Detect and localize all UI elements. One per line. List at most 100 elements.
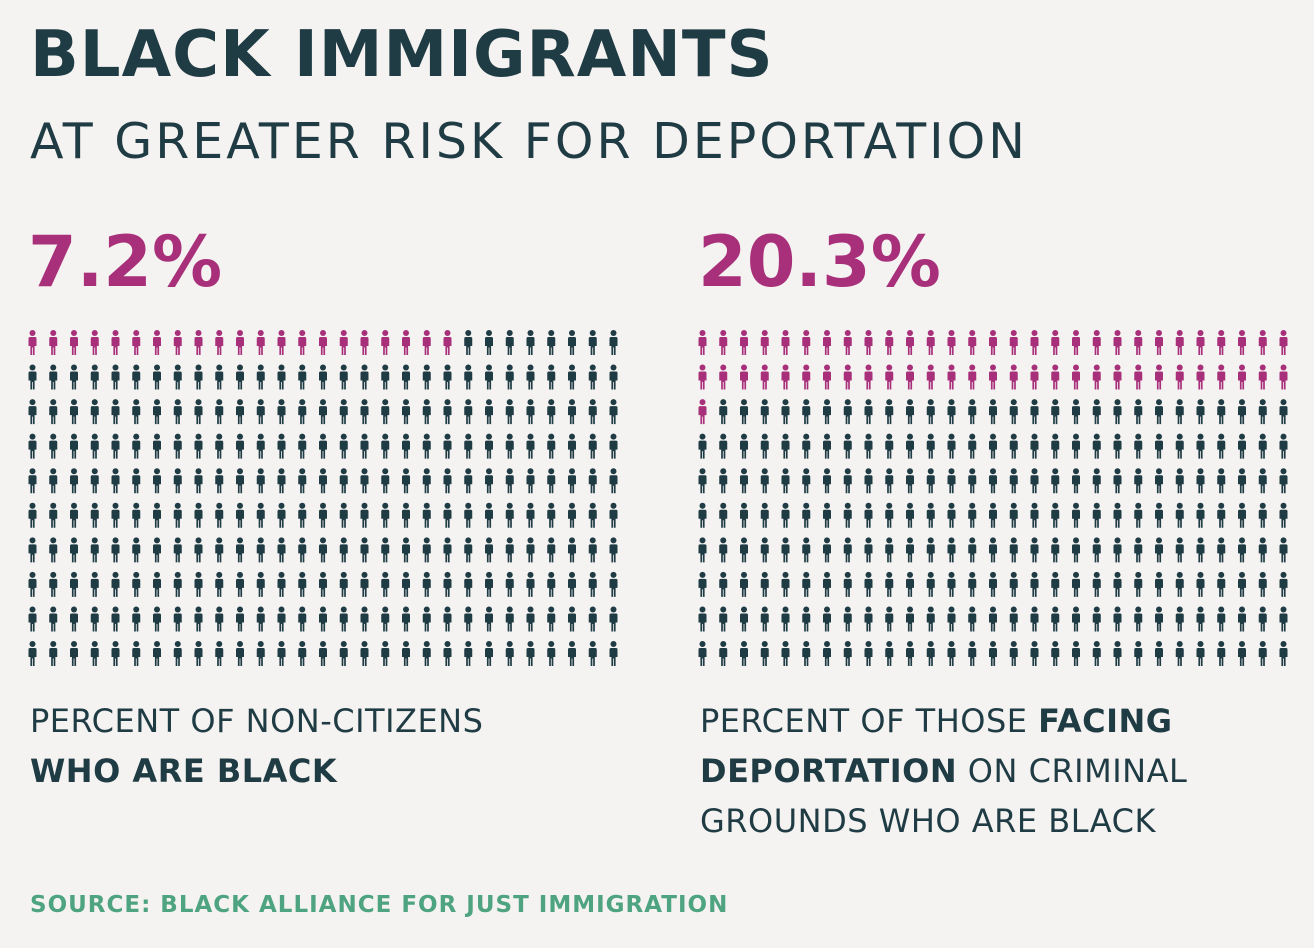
person-icon [277, 641, 286, 666]
person-icon [526, 433, 535, 459]
person-icon [547, 571, 556, 597]
person-icon [132, 330, 141, 355]
person-icon [740, 468, 748, 494]
person-icon [70, 364, 78, 390]
person-icon [698, 537, 707, 563]
person-icon [609, 571, 618, 597]
person-icon [485, 364, 493, 390]
person-icon [360, 606, 369, 632]
person-icon [802, 399, 811, 425]
person-icon [1051, 571, 1060, 597]
person-icon [526, 571, 535, 597]
person-icon [864, 399, 873, 425]
person-icon [781, 364, 790, 390]
person-icon [1072, 537, 1080, 563]
person-icon [1009, 502, 1018, 528]
person-icon [1279, 571, 1288, 597]
person-icon [132, 468, 141, 494]
person-icon [926, 330, 935, 355]
person-icon [968, 571, 977, 597]
person-icon [588, 502, 597, 528]
person-icon [360, 571, 369, 597]
person-icon [28, 571, 37, 597]
person-icon [70, 537, 78, 563]
person-icon [1072, 468, 1080, 494]
person-icon [153, 468, 161, 494]
person-icon [194, 433, 203, 459]
person-icon [1155, 502, 1163, 528]
person-icon [1134, 502, 1143, 528]
person-icon [1009, 537, 1018, 563]
person-icon [823, 641, 831, 666]
person-icon [194, 502, 203, 528]
person-icon [49, 641, 58, 666]
person-icon [1196, 537, 1205, 563]
person-icon [1238, 433, 1246, 459]
person-icon [298, 641, 307, 666]
person-icon [843, 606, 852, 632]
person-icon [843, 399, 852, 425]
person-icon [1175, 502, 1184, 528]
person-icon [132, 433, 141, 459]
person-icon [277, 399, 286, 425]
person-icon [236, 433, 244, 459]
person-icon [236, 468, 244, 494]
person-icon [1009, 399, 1018, 425]
person-icon [256, 537, 265, 563]
person-icon [111, 502, 120, 528]
person-icon [298, 537, 307, 563]
person-icon [1092, 606, 1101, 632]
person-icon [1196, 606, 1205, 632]
person-icon [49, 399, 58, 425]
source-credit: SOURCE: BLACK ALLIANCE FOR JUST IMMIGRAT… [30, 892, 729, 918]
person-icon [719, 399, 728, 425]
person-icon [381, 606, 390, 632]
person-icon [1279, 364, 1288, 390]
person-icon [464, 571, 473, 597]
person-icon [843, 502, 852, 528]
person-icon [568, 606, 576, 632]
person-icon [464, 468, 473, 494]
person-icon [547, 433, 556, 459]
person-icon [381, 641, 390, 666]
person-icon [1217, 606, 1226, 632]
person-icon [823, 330, 831, 355]
person-icon [28, 468, 37, 494]
person-icon [947, 364, 956, 390]
person-icon [1217, 468, 1226, 494]
person-icon [381, 364, 390, 390]
person-icon [360, 364, 369, 390]
person-icon [360, 502, 369, 528]
person-icon [989, 537, 997, 563]
person-icon [49, 433, 58, 459]
person-icon [111, 399, 120, 425]
person-icon [698, 330, 707, 355]
person-icon [277, 433, 286, 459]
person-icon [1134, 606, 1143, 632]
person-icon [885, 433, 894, 459]
person-icon [194, 468, 203, 494]
person-icon [1175, 537, 1184, 563]
person-icon [802, 330, 811, 355]
person-icon [298, 330, 307, 355]
person-icon [947, 641, 956, 666]
person-icon [926, 641, 935, 666]
person-icon [906, 330, 914, 355]
person-icon [1196, 433, 1205, 459]
person-icon [609, 606, 618, 632]
person-icon [173, 502, 182, 528]
person-icon [485, 330, 493, 355]
person-icon [215, 468, 224, 494]
person-icon [402, 641, 410, 666]
person-icon [360, 641, 369, 666]
person-icon [256, 364, 265, 390]
person-icon [422, 502, 431, 528]
person-icon [485, 537, 493, 563]
person-icon [1258, 571, 1267, 597]
person-icon [1238, 502, 1246, 528]
person-icon [215, 537, 224, 563]
person-icon [464, 606, 473, 632]
person-icon [968, 433, 977, 459]
person-icon [885, 571, 894, 597]
person-icon [1092, 502, 1101, 528]
